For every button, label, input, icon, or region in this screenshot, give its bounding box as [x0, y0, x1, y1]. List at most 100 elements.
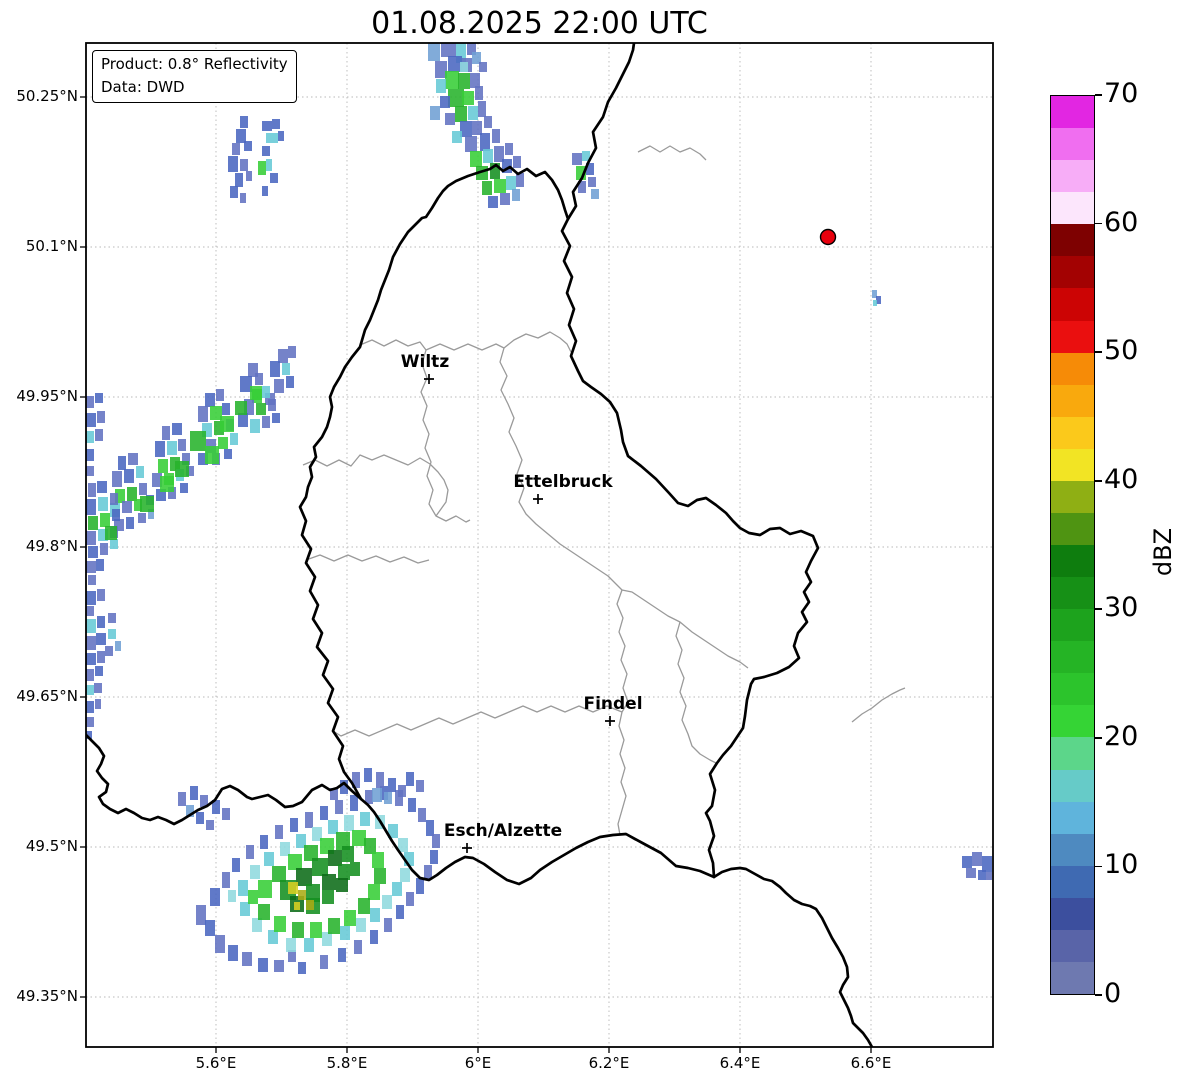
city-plus-marker [533, 494, 543, 504]
radar-echo-cell [139, 483, 147, 495]
radar-echo-cell [506, 176, 516, 190]
radar-echo-cell [490, 163, 500, 179]
colorbar-segment [1051, 287, 1094, 321]
radar-echo-cell [248, 363, 258, 377]
radar-echo-cell [160, 476, 174, 492]
radar-echo-cell [178, 439, 186, 451]
radar-echo-cell [966, 868, 976, 878]
colorbar-tick-mark [1095, 737, 1102, 739]
radar-echo-cell [110, 539, 118, 549]
y-axis-tick-label: 49.35°N [16, 987, 78, 1005]
radar-echo-cell [230, 186, 238, 198]
radar-echo-cell [175, 461, 189, 477]
colorbar-segment [1051, 223, 1094, 257]
regional-border-path [305, 554, 430, 564]
radar-echo-cell [268, 930, 278, 944]
radar-echo-cell [356, 918, 366, 932]
radar-echo-cell [436, 79, 446, 93]
radar-echo-cell [168, 487, 176, 499]
radar-echo-cell [244, 399, 254, 415]
radar-echo-cell [455, 106, 467, 122]
radar-echo-cell [448, 56, 462, 72]
radar-echo-cell [388, 778, 396, 792]
product-line: Product: 0.8° Reflectivity [101, 55, 288, 73]
radar-echo-cell [310, 922, 322, 938]
radar-echo-cell [86, 606, 94, 616]
radar-echo-cell [286, 376, 294, 388]
radar-echo-cell [275, 825, 283, 839]
radar-echo-cell [398, 785, 406, 797]
radar-echo-cell [274, 916, 286, 932]
national-border-path [86, 733, 363, 826]
radar-echo-cell [182, 453, 190, 465]
regional-border-path [332, 705, 623, 737]
radar-echo-cell [86, 449, 94, 461]
radar-echo-cell [218, 437, 228, 449]
radar-echo-cell [470, 73, 480, 88]
regional-borders [302, 145, 906, 836]
radar-echo-cell [352, 772, 360, 788]
radar-echo-cell [430, 850, 438, 864]
radar-echo-cell [167, 441, 177, 455]
radar-echo-cell [365, 790, 373, 804]
radar-echo-cell [228, 945, 238, 961]
regional-border-path [425, 331, 572, 353]
radar-echo-cell [418, 808, 426, 822]
colorbar-segment [1051, 961, 1094, 994]
radar-echo-cell [196, 812, 204, 824]
radar-echo-cell [270, 361, 280, 377]
radar-echo-cell [872, 290, 877, 298]
radar-echo-cell [190, 786, 198, 800]
radar-echo-cell [158, 459, 168, 473]
radar-echo-cell [982, 856, 992, 872]
radar-echo-cell [86, 499, 96, 515]
radar-echo-cell [494, 146, 504, 162]
radar-echo-cell [320, 806, 328, 820]
city-plus-marker [462, 843, 472, 853]
radar-echo-cell [272, 413, 280, 423]
colorbar-segment [1051, 512, 1094, 545]
colorbar-segment [1051, 191, 1094, 225]
map-plot [80, 42, 994, 1053]
radar-echo-cell [278, 131, 284, 141]
radar-echo-cell [482, 181, 492, 195]
radar-echo-cell [384, 792, 392, 804]
radar-echo-cell [460, 62, 468, 72]
radar-echo-cell [358, 898, 370, 914]
radar-echo-cell [408, 798, 416, 812]
radar-echo-cell [388, 824, 398, 838]
radar-echo-cell [290, 818, 298, 832]
radar-echo-cell [354, 940, 362, 954]
radar-echo-cell [240, 159, 248, 171]
radar-echo-cell [235, 401, 247, 415]
radar-echo-cell [266, 133, 278, 143]
national-borders [86, 43, 874, 1047]
radar-echo-cell [94, 683, 102, 693]
regional-border-path [359, 339, 471, 523]
radar-echo-cell [115, 489, 125, 503]
national-border-path [566, 43, 636, 221]
city-plus-marker [424, 374, 434, 384]
radar-echo-cell [96, 633, 106, 645]
radar-echo-cell [335, 800, 343, 814]
radar-echo-cell [978, 870, 986, 880]
radar-echo-cell [340, 926, 350, 940]
x-axis-tick-label: 6.6°E [850, 1054, 892, 1072]
colorbar-tick-mark [1095, 865, 1102, 868]
radar-echo-cell [198, 453, 208, 465]
radar-echo-cell [95, 666, 103, 676]
radar-echo-cell [288, 346, 296, 358]
radar-echo-cell [88, 575, 96, 585]
radar-echo-cell [513, 156, 521, 168]
colorbar-segment [1051, 544, 1094, 578]
radar-echo-cell [128, 453, 138, 465]
radar-echo-cell [376, 772, 384, 788]
radar-echo-cell [296, 834, 306, 848]
radar-echo-cell [148, 509, 154, 519]
radar-echo-cell [172, 423, 182, 435]
radar-echo-cell [472, 52, 481, 64]
colorbar-tick-label: 40 [1104, 463, 1139, 495]
radar-echo-cell [240, 902, 250, 916]
radar-echo-cell [360, 812, 370, 826]
